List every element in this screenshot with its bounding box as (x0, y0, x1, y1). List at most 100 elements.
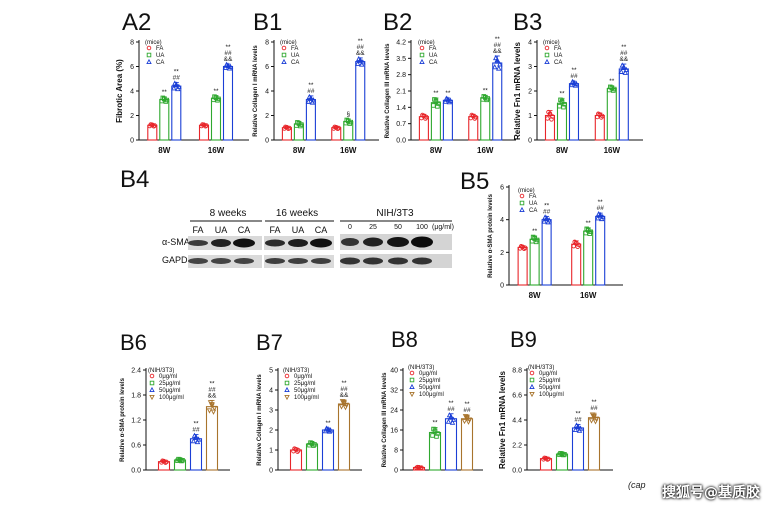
significance-mark: && (356, 50, 365, 57)
significance-mark: ## (340, 386, 348, 393)
data-point (191, 432, 198, 438)
legend-label: FA (291, 46, 298, 52)
data-point (161, 459, 167, 464)
significance-mark: && (619, 56, 628, 63)
bar (606, 88, 617, 141)
data-point (173, 82, 180, 88)
data-point (284, 394, 290, 401)
data-point (593, 416, 600, 422)
y-tick-label: 4 (265, 89, 269, 96)
panel-label: B3 (513, 9, 542, 36)
significance-mark: ## (543, 208, 551, 215)
data-point (416, 465, 422, 470)
legend-label: 25μg/ml (294, 381, 315, 387)
data-point (419, 58, 425, 65)
data-point (201, 122, 207, 128)
legend-label: CA (554, 60, 562, 66)
y-tick-label: 6.6 (512, 393, 522, 400)
data-point (432, 429, 438, 434)
data-point (464, 415, 470, 422)
data-point (175, 85, 181, 92)
chart-b9: B9 0.0 2.2 4.4 6.6 8.8 Relative Fn1 mRNA level… (498, 327, 613, 475)
blot-group-8-weeks: 8 weeks (210, 208, 247, 219)
y-tick-label: 0.0 (396, 138, 406, 145)
data-point (592, 419, 599, 425)
y-tick-label: 0.0 (512, 468, 522, 475)
significance-mark: ** (432, 420, 438, 427)
y-tick-label: 4.2 (396, 40, 406, 47)
significance-mark: ** (586, 220, 592, 227)
data-point (171, 85, 177, 91)
significance-mark: ## (307, 88, 315, 95)
lane-label: 25 (369, 224, 377, 231)
significance-mark: ## (590, 405, 598, 412)
significance-mark: && (340, 392, 349, 399)
significance-mark: ## (463, 407, 471, 414)
significance-mark: ** (532, 228, 538, 235)
legend-title: (mice) (418, 40, 435, 46)
bar (517, 246, 528, 286)
blot-group-16-weeks: 16 weeks (276, 208, 318, 219)
x-tick-label: 8W (158, 146, 170, 155)
significance-mark: ## (494, 42, 502, 49)
x-tick-label: 16W (340, 146, 357, 155)
y-tick-label: 2.4 (131, 368, 141, 375)
chart-b5: B5 0 2 4 6 Relative α-SMA protein levels (mice… (460, 168, 623, 300)
data-point (431, 103, 436, 108)
y-tick-label: 2.1 (396, 89, 406, 96)
legend-label: CA (291, 60, 299, 66)
significance-mark: ** (209, 380, 215, 387)
chart-b7: B7 0 1 2 3 4 5 Relative Collagen I mRNA levels (… (256, 330, 362, 475)
significance-mark: ## (173, 74, 181, 81)
y-tick-label: 24 (390, 408, 398, 415)
data-point (497, 61, 503, 67)
y-tick-label: 0.7 (396, 121, 406, 128)
data-point (529, 377, 535, 383)
data-point (448, 414, 454, 420)
data-point (194, 438, 201, 445)
data-point (434, 434, 439, 439)
data-point (419, 45, 425, 51)
legend-label: FA (554, 46, 561, 52)
y-tick-label: 4 (500, 217, 504, 224)
data-point (471, 113, 476, 119)
bar (529, 238, 540, 286)
data-point (209, 403, 215, 409)
legend-title: (NIH/3T3) (148, 368, 174, 374)
legend-label: 0μg/ml (539, 371, 557, 377)
data-point (618, 68, 625, 74)
y-axis-label: Relative Fn1 mRNA levels (498, 370, 507, 469)
data-point (293, 447, 299, 452)
data-point (572, 426, 579, 433)
data-point (341, 401, 347, 407)
bar (337, 403, 351, 471)
bar (460, 418, 474, 471)
legend-title: (mice) (280, 40, 297, 46)
bar (171, 85, 182, 141)
data-point (573, 241, 579, 246)
data-point (284, 373, 290, 379)
y-axis-label: Relative Collagen I mRNA levels (257, 374, 263, 466)
data-point (325, 426, 331, 432)
significance-mark: ** (559, 90, 565, 97)
significance-mark: § (346, 111, 350, 118)
data-point (419, 52, 425, 58)
legend-label: CA (156, 60, 164, 66)
data-point (544, 58, 550, 65)
x-tick-label: 16W (477, 146, 494, 155)
blot-group-nih3t3: NIH/3T3 (376, 208, 414, 219)
data-point (342, 405, 349, 411)
legend-title: (mice) (145, 40, 162, 46)
legend-label: CA (429, 60, 437, 66)
y-tick-label: 2 (500, 250, 504, 257)
data-point (493, 54, 499, 61)
legend-label: 0μg/ml (159, 374, 177, 380)
data-point (338, 404, 345, 410)
data-point (146, 58, 152, 65)
watermark: 搜狐号@基质胶 (662, 485, 760, 501)
data-point (609, 85, 615, 91)
y-tick-label: 1.4 (396, 105, 406, 112)
data-point (598, 215, 605, 222)
data-point (483, 95, 488, 100)
